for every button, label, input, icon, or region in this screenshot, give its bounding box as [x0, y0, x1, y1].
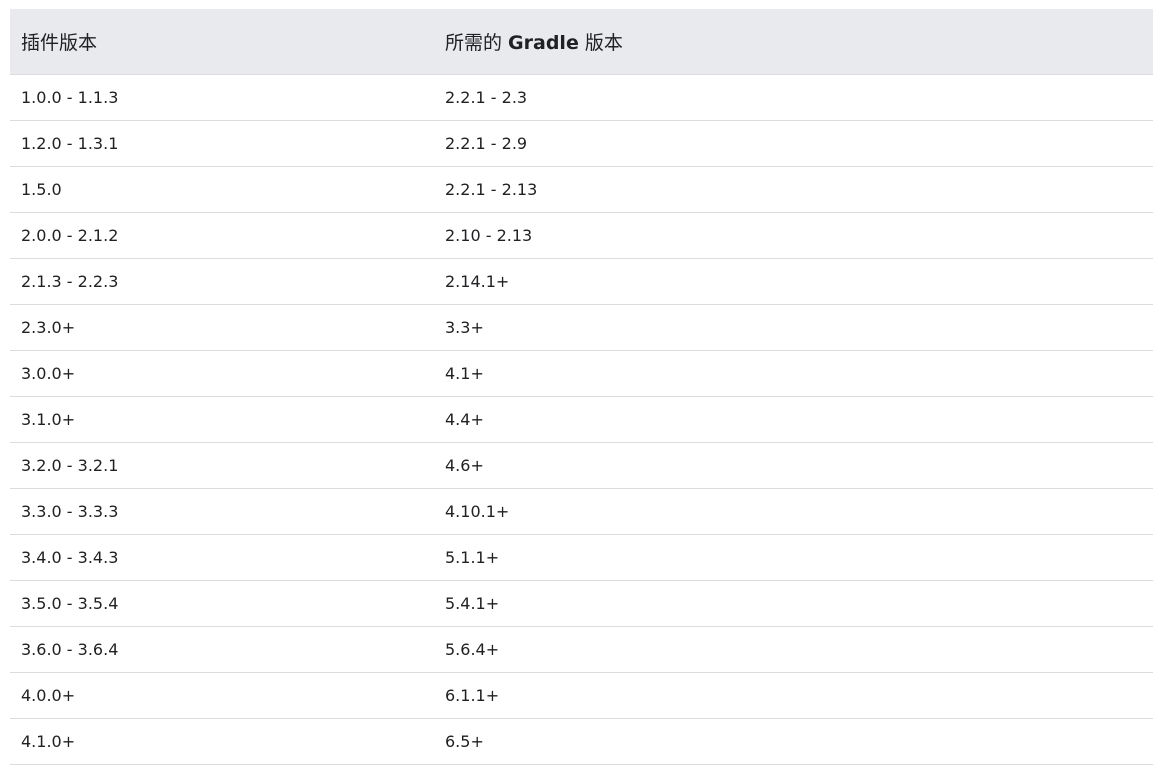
table-row: 4.1.0+ 6.5+ — [10, 718, 1153, 765]
table-row: 3.2.0 - 3.2.1 4.6+ — [10, 442, 1153, 489]
version-compatibility-table: 插件版本 所需的 Gradle 版本 1.0.0 - 1.1.3 2.2.1 -… — [10, 9, 1153, 765]
header-required-gradle-version: 所需的 Gradle 版本 — [433, 9, 1153, 75]
gradle-version-cell: 5.4.1+ — [433, 580, 1153, 627]
table-row: 3.1.0+ 4.4+ — [10, 396, 1153, 443]
plugin-version-cell: 1.5.0 — [10, 166, 433, 213]
plugin-version-cell: 3.5.0 - 3.5.4 — [10, 580, 433, 627]
gradle-version-cell: 2.2.1 - 2.13 — [433, 166, 1153, 213]
header-plugin-version: 插件版本 — [10, 9, 433, 75]
plugin-version-cell: 3.1.0+ — [10, 396, 433, 443]
plugin-version-cell: 3.0.0+ — [10, 350, 433, 397]
gradle-version-cell: 2.14.1+ — [433, 258, 1153, 305]
table-row: 1.2.0 - 1.3.1 2.2.1 - 2.9 — [10, 120, 1153, 167]
plugin-version-cell: 1.0.0 - 1.1.3 — [10, 74, 433, 121]
header-gradle-suffix: 版本 — [578, 32, 623, 54]
gradle-version-cell: 5.1.1+ — [433, 534, 1153, 581]
gradle-version-cell: 4.6+ — [433, 442, 1153, 489]
table-row: 4.0.0+ 6.1.1+ — [10, 672, 1153, 719]
gradle-version-cell: 6.1.1+ — [433, 672, 1153, 719]
gradle-version-cell: 2.2.1 - 2.3 — [433, 74, 1153, 121]
gradle-version-cell: 4.10.1+ — [433, 488, 1153, 535]
table-row: 1.5.0 2.2.1 - 2.13 — [10, 166, 1153, 213]
plugin-version-cell: 4.0.0+ — [10, 672, 433, 719]
table-row: 3.0.0+ 4.1+ — [10, 350, 1153, 397]
plugin-version-cell: 3.3.0 - 3.3.3 — [10, 488, 433, 535]
table-row: 2.0.0 - 2.1.2 2.10 - 2.13 — [10, 212, 1153, 259]
table-row: 2.3.0+ 3.3+ — [10, 304, 1153, 351]
plugin-version-cell: 1.2.0 - 1.3.1 — [10, 120, 433, 167]
header-gradle-prefix: 所需的 — [445, 32, 509, 54]
plugin-version-cell: 3.4.0 - 3.4.3 — [10, 534, 433, 581]
gradle-version-cell: 4.4+ — [433, 396, 1153, 443]
plugin-version-cell: 2.1.3 - 2.2.3 — [10, 258, 433, 305]
table-row: 3.4.0 - 3.4.3 5.1.1+ — [10, 534, 1153, 581]
table-header-row: 插件版本 所需的 Gradle 版本 — [10, 9, 1153, 75]
gradle-version-cell: 3.3+ — [433, 304, 1153, 351]
table-row: 3.5.0 - 3.5.4 5.4.1+ — [10, 580, 1153, 627]
plugin-version-cell: 2.3.0+ — [10, 304, 433, 351]
gradle-version-cell: 2.2.1 - 2.9 — [433, 120, 1153, 167]
gradle-version-cell: 5.6.4+ — [433, 626, 1153, 673]
table-row: 3.6.0 - 3.6.4 5.6.4+ — [10, 626, 1153, 673]
gradle-version-cell: 6.5+ — [433, 718, 1153, 765]
plugin-version-cell: 4.1.0+ — [10, 718, 433, 765]
table-row: 1.0.0 - 1.1.3 2.2.1 - 2.3 — [10, 74, 1153, 121]
table-row: 3.3.0 - 3.3.3 4.10.1+ — [10, 488, 1153, 535]
gradle-version-cell: 4.1+ — [433, 350, 1153, 397]
plugin-version-cell: 3.2.0 - 3.2.1 — [10, 442, 433, 489]
header-gradle-word: Gradle — [508, 32, 579, 54]
table-row: 2.1.3 - 2.2.3 2.14.1+ — [10, 258, 1153, 305]
plugin-version-cell: 2.0.0 - 2.1.2 — [10, 212, 433, 259]
plugin-version-cell: 3.6.0 - 3.6.4 — [10, 626, 433, 673]
gradle-version-cell: 2.10 - 2.13 — [433, 212, 1153, 259]
